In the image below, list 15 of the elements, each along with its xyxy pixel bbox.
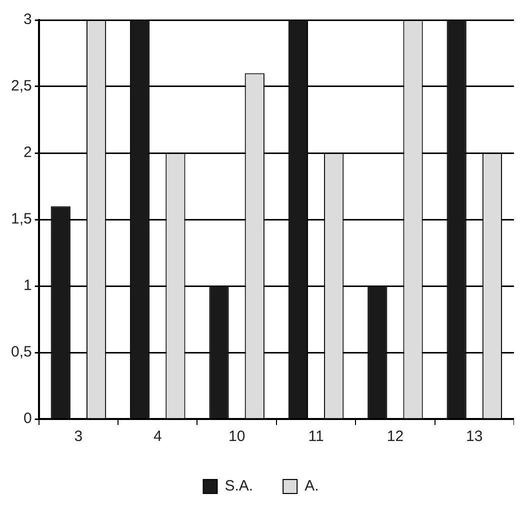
y-tick-label: 3 [24,11,32,28]
x-tick-label: 4 [153,428,162,446]
x-tick-label: 10 [228,428,246,446]
x-tick-label: 13 [466,428,483,446]
x-tick-label: 11 [308,428,324,446]
x-tick-label: 3 [74,428,83,446]
y-tick-label: 1,5 [10,210,32,228]
y-tick-label: 0 [24,410,32,428]
y-tick-label: 1 [24,277,32,294]
legend-label: A. [304,478,319,495]
legend-label: S.A. [224,478,254,495]
y-tick-label: 2 [24,144,32,162]
y-tick-label: 0,5 [10,344,32,361]
x-tick-label: 12 [386,428,404,446]
y-tick-label: 2,5 [10,78,32,95]
